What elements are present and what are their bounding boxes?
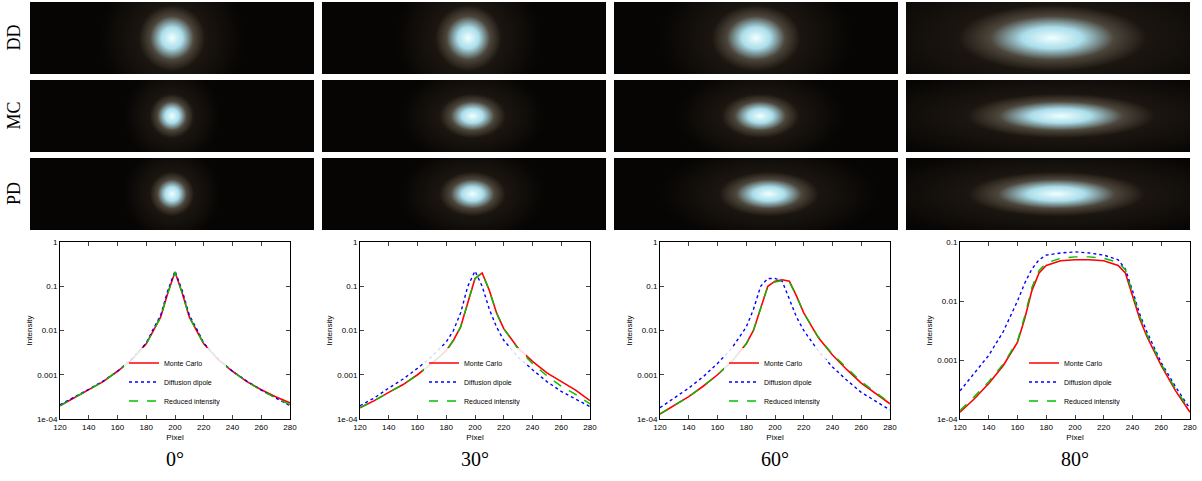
svg-text:200: 200	[768, 423, 782, 432]
svg-text:140: 140	[982, 423, 996, 432]
svg-text:0.1: 0.1	[646, 282, 658, 291]
svg-text:Pixel: Pixel	[166, 433, 184, 442]
svg-text:0.01: 0.01	[42, 326, 58, 335]
svg-text:1: 1	[53, 238, 58, 247]
svg-text:180: 180	[740, 423, 754, 432]
svg-text:0.01: 0.01	[942, 297, 958, 306]
svg-text:200: 200	[468, 423, 482, 432]
svg-text:0.001: 0.001	[337, 371, 358, 380]
svg-text:0.1: 0.1	[46, 282, 58, 291]
svg-text:0°: 0°	[166, 448, 184, 470]
svg-text:0.001: 0.001	[37, 371, 58, 380]
svg-text:280: 280	[883, 423, 897, 432]
svg-text:Diffusion dipole: Diffusion dipole	[464, 379, 512, 387]
svg-text:140: 140	[682, 423, 696, 432]
svg-text:Pixel: Pixel	[466, 433, 484, 442]
svg-text:280: 280	[283, 423, 297, 432]
svg-text:Pixel: Pixel	[766, 433, 784, 442]
svg-text:1e-04: 1e-04	[937, 415, 958, 424]
svg-text:260: 260	[855, 423, 869, 432]
svg-text:220: 220	[797, 423, 811, 432]
svg-text:180: 180	[1040, 423, 1054, 432]
svg-text:120: 120	[653, 423, 667, 432]
svg-text:280: 280	[583, 423, 597, 432]
svg-text:160: 160	[711, 423, 725, 432]
svg-text:120: 120	[953, 423, 967, 432]
svg-text:1e-04: 1e-04	[337, 415, 358, 424]
svg-text:220: 220	[497, 423, 511, 432]
svg-text:0.01: 0.01	[342, 326, 358, 335]
svg-text:1: 1	[653, 238, 658, 247]
svg-text:180: 180	[140, 423, 154, 432]
svg-text:240: 240	[226, 423, 240, 432]
svg-text:240: 240	[826, 423, 840, 432]
svg-text:60°: 60°	[761, 448, 789, 470]
svg-text:Diffusion dipole: Diffusion dipole	[164, 379, 212, 387]
svg-text:1e-04: 1e-04	[37, 415, 58, 424]
svg-text:Reduced intensity: Reduced intensity	[164, 398, 220, 406]
svg-text:160: 160	[1011, 423, 1025, 432]
svg-text:Monte Carlo: Monte Carlo	[164, 360, 202, 367]
svg-text:Intensity: Intensity	[925, 316, 934, 346]
svg-text:120: 120	[353, 423, 367, 432]
svg-text:Monte Carlo: Monte Carlo	[764, 360, 802, 367]
svg-text:200: 200	[1068, 423, 1082, 432]
svg-text:Reduced intensity: Reduced intensity	[764, 398, 820, 406]
html-text:DD: DD	[3, 24, 24, 51]
svg-text:220: 220	[1097, 423, 1111, 432]
svg-text:1e-04: 1e-04	[637, 415, 658, 424]
svg-text:120: 120	[53, 423, 67, 432]
svg-text:30°: 30°	[461, 448, 489, 470]
svg-text:140: 140	[382, 423, 396, 432]
svg-text:0.1: 0.1	[946, 238, 958, 247]
svg-text:240: 240	[526, 423, 540, 432]
svg-text:80°: 80°	[1061, 448, 1089, 470]
svg-text:Intensity: Intensity	[325, 316, 334, 346]
svg-text:Reduced intensity: Reduced intensity	[464, 398, 520, 406]
svg-text:260: 260	[1155, 423, 1169, 432]
svg-text:Monte Carlo: Monte Carlo	[464, 360, 502, 367]
svg-text:260: 260	[555, 423, 569, 432]
svg-text:0.1: 0.1	[346, 282, 358, 291]
html-text:PD: PD	[3, 182, 24, 205]
svg-text:Pixel: Pixel	[1066, 433, 1084, 442]
svg-text:1: 1	[353, 238, 358, 247]
svg-text:Reduced intensity: Reduced intensity	[1064, 398, 1120, 406]
svg-text:200: 200	[168, 423, 182, 432]
html-text:MC: MC	[3, 101, 24, 130]
svg-text:240: 240	[1126, 423, 1140, 432]
svg-text:160: 160	[111, 423, 125, 432]
svg-text:Monte Carlo: Monte Carlo	[1064, 360, 1102, 367]
svg-text:Diffusion dipole: Diffusion dipole	[764, 379, 812, 387]
svg-text:Diffusion dipole: Diffusion dipole	[1064, 379, 1112, 387]
svg-text:140: 140	[82, 423, 96, 432]
svg-text:180: 180	[440, 423, 454, 432]
svg-text:0.001: 0.001	[637, 371, 658, 380]
svg-text:280: 280	[1183, 423, 1197, 432]
svg-text:260: 260	[255, 423, 269, 432]
svg-text:0.001: 0.001	[937, 356, 958, 365]
svg-text:0.01: 0.01	[642, 326, 658, 335]
svg-text:160: 160	[411, 423, 425, 432]
svg-text:Intensity: Intensity	[625, 316, 634, 346]
svg-text:220: 220	[197, 423, 211, 432]
svg-text:Intensity: Intensity	[25, 316, 34, 346]
